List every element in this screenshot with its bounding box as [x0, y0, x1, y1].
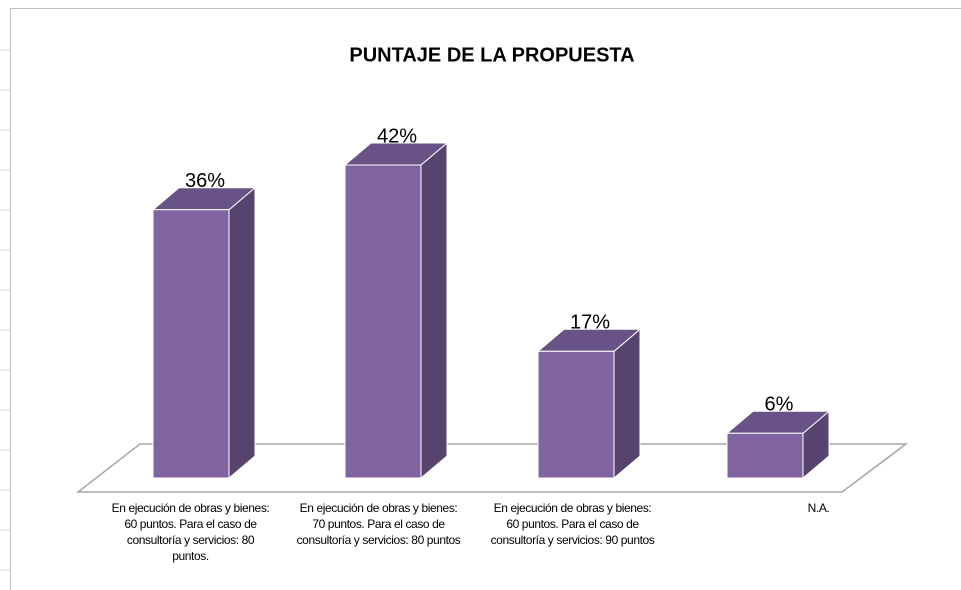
bar-side: [613, 328, 641, 480]
x-tick-label: En ejecución de obras y bienes: 70 punto…: [296, 501, 461, 547]
bar: [537, 350, 615, 479]
data-label: 36%: [185, 170, 225, 192]
bar: [344, 164, 422, 479]
data-label: 17%: [570, 312, 610, 334]
data-label: 42%: [377, 125, 417, 147]
sheet-grid: [0, 49, 10, 571]
x-tick-label: En ejecución de obras y bienes: 60 punto…: [111, 501, 270, 563]
floor: [75, 443, 909, 493]
chart-title: PUNTAJE DE LA PROPUESTA: [349, 44, 634, 66]
bar: [726, 432, 804, 479]
bar-side: [228, 186, 256, 480]
data-label: 6%: [765, 394, 794, 416]
x-tick-label: N.A.: [807, 501, 830, 515]
bar-side: [420, 141, 448, 480]
x-tick-label: En ejecución de obras y bienes: 60 punto…: [490, 501, 655, 547]
bar: [152, 209, 230, 479]
